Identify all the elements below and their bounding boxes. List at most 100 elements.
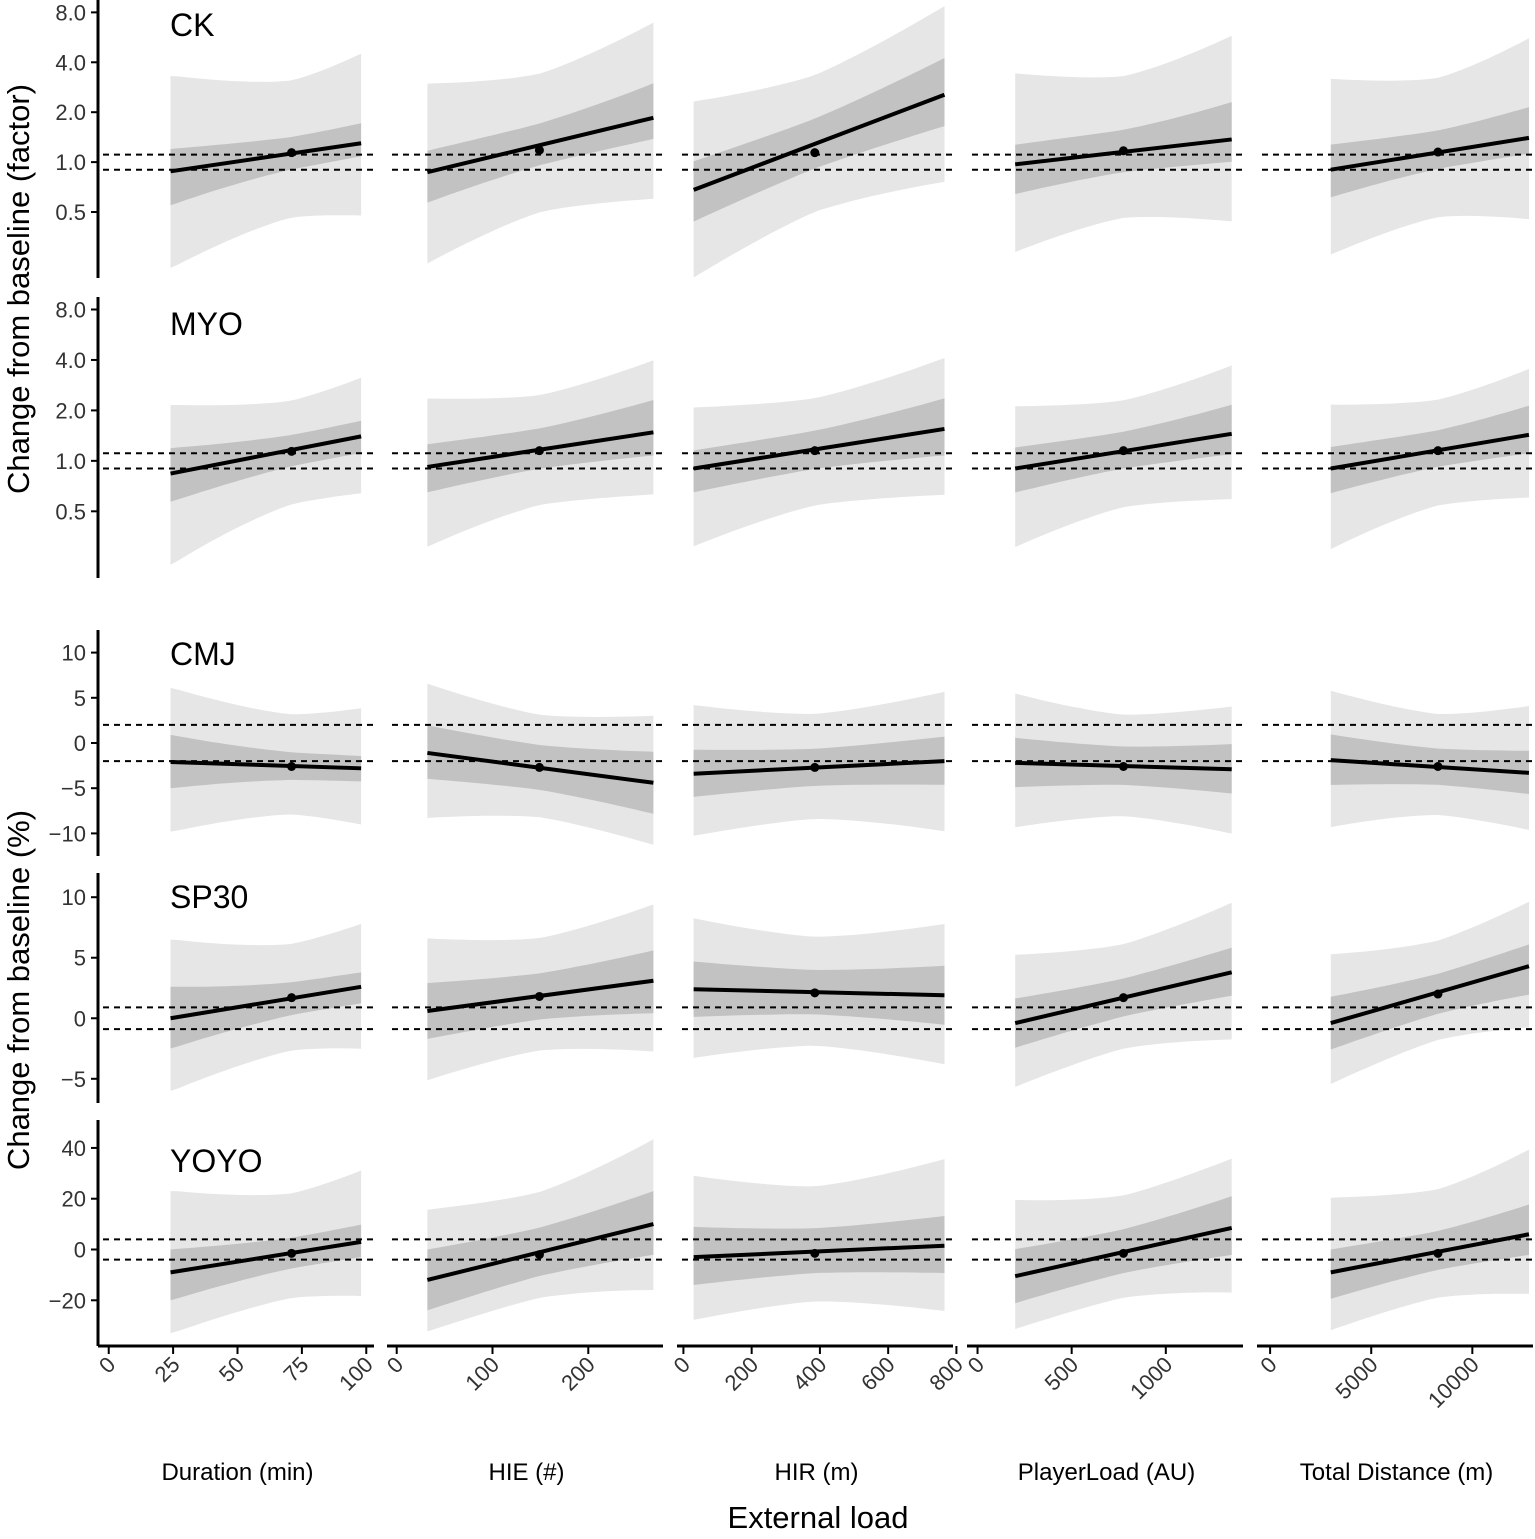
series-line-cmj-total-distance-m xyxy=(1330,758,1530,775)
point-myo-total-distance-m xyxy=(1433,446,1443,456)
point-cmj-playerload-au xyxy=(1118,762,1128,772)
band-inner-yoyo-duration-min xyxy=(170,1224,362,1301)
series-line-ck-total-distance-m xyxy=(1330,135,1530,172)
y-tick-label-ck-3: 4.0 xyxy=(55,50,86,75)
row-label-myo: MYO xyxy=(170,306,243,342)
ylabel-factor: Change from baseline (factor) xyxy=(1,84,36,494)
y-tick-label-yoyo-0: −20 xyxy=(49,1288,86,1313)
point-sp30-hir-m xyxy=(810,988,820,998)
series-line-ck-hie xyxy=(426,115,654,175)
point-myo-hie xyxy=(534,446,544,456)
point-yoyo-total-distance-m xyxy=(1433,1248,1443,1258)
x-tick-label-playerload-au-1: 500 xyxy=(1040,1352,1084,1396)
series-line-ck-hir-m xyxy=(692,92,946,192)
band-inner-myo-duration-min xyxy=(170,420,362,502)
y-tick-label-cmj-0: −10 xyxy=(49,821,86,846)
xlabel-external-load: External load xyxy=(728,1500,909,1535)
band-inner-cmj-total-distance-m xyxy=(1330,734,1529,794)
x-tick-label-playerload-au-0: 0 xyxy=(963,1352,989,1378)
point-ck-duration-min xyxy=(287,148,297,158)
x-tick-label-total-distance-m-0: 0 xyxy=(1255,1352,1281,1378)
series-line-sp30-duration-min xyxy=(170,984,362,1021)
row-label-cmj: CMJ xyxy=(170,636,236,672)
band-inner-cmj-duration-min xyxy=(170,734,362,789)
y-tick-label-ck-4: 8.0 xyxy=(55,0,86,25)
series-line-yoyo-total-distance-m xyxy=(1330,1232,1530,1275)
series-line-myo-total-distance-m xyxy=(1330,432,1530,471)
row-label-yoyo: YOYO xyxy=(170,1143,262,1179)
point-yoyo-duration-min xyxy=(287,1248,297,1258)
point-myo-duration-min xyxy=(287,446,297,456)
row-label-ck: CK xyxy=(170,7,214,43)
x-tick-label-duration-min-3: 75 xyxy=(278,1352,313,1387)
series-line-yoyo-hir-m xyxy=(693,1243,945,1260)
x-tick-label-hir-m-0: 0 xyxy=(669,1352,695,1378)
band-inner-myo-total-distance-m xyxy=(1330,405,1529,494)
x-tick-label-hir-m-3: 600 xyxy=(856,1352,900,1396)
column-label-hie: HIE (#) xyxy=(488,1459,564,1486)
point-ck-hir-m xyxy=(810,148,820,158)
point-sp30-playerload-au xyxy=(1118,993,1128,1003)
point-cmj-total-distance-m xyxy=(1433,762,1443,772)
y-tick-label-sp30-2: 5 xyxy=(74,946,86,971)
x-tick-label-duration-min-4: 100 xyxy=(334,1352,378,1396)
band-inner-sp30-total-distance-m xyxy=(1330,944,1529,1050)
column-label-playerload-au: PlayerLoad (AU) xyxy=(1018,1459,1195,1486)
series-line-sp30-total-distance-m xyxy=(1330,964,1530,1026)
point-myo-hir-m xyxy=(810,446,820,456)
y-tick-label-myo-4: 8.0 xyxy=(55,298,86,323)
series-line-yoyo-duration-min xyxy=(170,1239,362,1275)
point-ck-playerload-au xyxy=(1118,146,1128,156)
y-tick-label-cmj-4: 10 xyxy=(62,641,86,666)
column-label-total-distance-m: Total Distance (m) xyxy=(1300,1459,1493,1486)
x-tick-label-total-distance-m-1: 5000 xyxy=(1330,1352,1382,1404)
series-line-myo-duration-min xyxy=(170,434,362,476)
y-tick-label-ck-2: 2.0 xyxy=(55,100,86,125)
x-tick-label-duration-min-2: 50 xyxy=(214,1352,249,1387)
y-tick-label-ck-1: 1.0 xyxy=(55,150,86,175)
y-tick-label-cmj-1: −5 xyxy=(61,776,86,801)
panels-layer xyxy=(103,6,1535,1334)
column-label-duration-min: Duration (min) xyxy=(161,1459,313,1486)
y-tick-label-sp30-3: 10 xyxy=(62,885,86,910)
y-tick-label-ck-0: 0.5 xyxy=(55,200,86,225)
series-line-ck-duration-min xyxy=(170,141,362,174)
x-tick-label-hie-2: 200 xyxy=(556,1352,600,1396)
series-line-cmj-duration-min xyxy=(170,759,362,771)
x-tick-label-playerload-au-2: 1000 xyxy=(1125,1352,1177,1404)
point-cmj-duration-min xyxy=(287,762,297,772)
point-yoyo-playerload-au xyxy=(1118,1248,1128,1258)
y-tick-label-yoyo-1: 0 xyxy=(74,1238,86,1263)
x-tick-label-duration-min-1: 25 xyxy=(150,1352,185,1387)
band-inner-myo-hir-m xyxy=(693,398,945,493)
point-cmj-hie xyxy=(534,762,544,772)
labels-layer: Change from baseline (factor) Change fro… xyxy=(1,84,908,1535)
y-tick-label-sp30-1: 0 xyxy=(74,1006,86,1031)
band-inner-ck-duration-min xyxy=(170,123,362,206)
y-tick-label-cmj-3: 5 xyxy=(74,686,86,711)
point-sp30-duration-min xyxy=(287,993,297,1003)
ylabel-percent: Change from baseline (%) xyxy=(1,810,36,1170)
x-tick-label-hir-m-2: 400 xyxy=(788,1352,832,1396)
point-ck-hie xyxy=(534,145,544,155)
point-ck-total-distance-m xyxy=(1433,147,1443,157)
point-yoyo-hir-m xyxy=(810,1248,820,1258)
x-tick-label-hir-m-1: 200 xyxy=(720,1352,764,1396)
y-tick-label-myo-2: 2.0 xyxy=(55,398,86,423)
x-tick-label-hie-0: 0 xyxy=(382,1352,408,1378)
band-inner-ck-hir-m xyxy=(693,58,945,222)
y-tick-label-myo-1: 1.0 xyxy=(55,449,86,474)
column-label-hir-m: HIR (m) xyxy=(775,1459,859,1486)
x-tick-label-hie-1: 100 xyxy=(460,1352,504,1396)
y-tick-label-yoyo-2: 20 xyxy=(62,1187,86,1212)
x-tick-label-total-distance-m-2: 10000 xyxy=(1423,1352,1484,1413)
x-tick-label-duration-min-0: 0 xyxy=(94,1352,120,1378)
point-myo-playerload-au xyxy=(1118,446,1128,456)
y-tick-label-sp30-0: −5 xyxy=(61,1067,86,1092)
series-line-myo-hir-m xyxy=(693,426,945,471)
point-sp30-hie xyxy=(534,991,544,1001)
y-tick-label-yoyo-3: 40 xyxy=(62,1136,86,1161)
point-yoyo-hie xyxy=(534,1250,544,1260)
point-cmj-hir-m xyxy=(810,762,820,772)
